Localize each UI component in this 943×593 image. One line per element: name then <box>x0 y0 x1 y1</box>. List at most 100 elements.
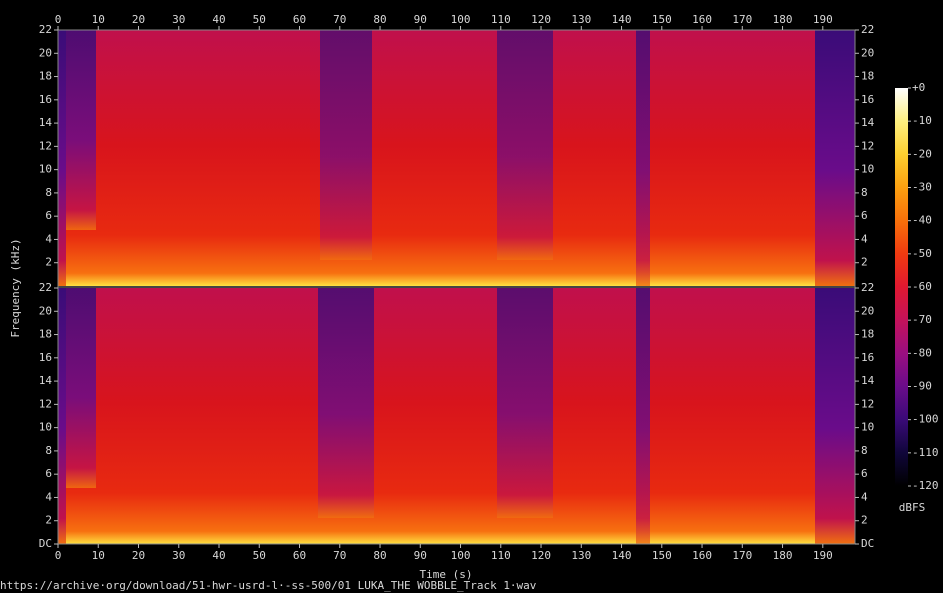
x-tick-label: 170 <box>732 549 752 562</box>
colorbar-label: dBFS <box>899 501 926 514</box>
y-tick-label: 8 <box>45 186 52 199</box>
x-tick-label: 60 <box>293 13 306 26</box>
y-tick-label: 22 <box>861 281 874 294</box>
y-tick-label: 22 <box>39 281 52 294</box>
x-tick-label: 140 <box>612 549 632 562</box>
x-tick-label: 130 <box>571 549 591 562</box>
y-tick-label: 2 <box>45 256 52 269</box>
y-tick-label: 4 <box>861 490 868 503</box>
x-tick-label: 20 <box>132 549 145 562</box>
colorbar-tick-label: +0 <box>912 81 925 94</box>
x-tick-label: 90 <box>414 13 427 26</box>
x-tick-label: 50 <box>253 13 266 26</box>
x-tick-label: 30 <box>172 549 185 562</box>
x-tick-label: 110 <box>491 13 511 26</box>
x-tick-label: 60 <box>293 549 306 562</box>
y-tick-label: 20 <box>39 46 52 59</box>
y-tick-label: 6 <box>45 209 52 222</box>
y-tick-label: 22 <box>861 23 874 36</box>
y-tick-label: 10 <box>39 163 52 176</box>
y-tick-label: 4 <box>861 232 868 245</box>
x-tick-label: 150 <box>652 13 672 26</box>
spectrogram-image <box>57 29 856 545</box>
y-tick-label: 18 <box>861 70 874 83</box>
y-tick-label: 6 <box>45 467 52 480</box>
y-tick-label: 8 <box>861 186 868 199</box>
y-tick-label: 14 <box>39 116 53 129</box>
y-tick-label: 18 <box>39 70 52 83</box>
x-tick-label: 10 <box>92 13 105 26</box>
caption: https://archive·org/download/51-hwr-usrd… <box>0 579 537 592</box>
colorbar-tick-label: -120 <box>912 479 939 492</box>
y-tick-label: 16 <box>861 93 874 106</box>
colorbar-tick-label: -40 <box>912 214 932 227</box>
y-tick-label: 2 <box>861 514 868 527</box>
x-tick-label: 0 <box>55 13 62 26</box>
x-tick-label: 170 <box>732 13 752 26</box>
y-tick-label: 2 <box>45 514 52 527</box>
y-tick-label: 16 <box>861 351 874 364</box>
y-tick-label: 8 <box>861 444 868 457</box>
x-tick-label: 70 <box>333 549 346 562</box>
y-tick-label: 12 <box>39 397 52 410</box>
x-tick-label: 80 <box>373 13 386 26</box>
x-tick-label: 70 <box>333 13 346 26</box>
colorbar-tick-label: -90 <box>912 380 932 393</box>
x-tick-label: 100 <box>451 549 471 562</box>
y-tick-label: 10 <box>861 421 874 434</box>
x-tick-label: 190 <box>813 549 833 562</box>
colorbar-tick-label: -60 <box>912 280 932 293</box>
x-tick-label: 180 <box>773 549 793 562</box>
x-tick-label: 140 <box>612 13 632 26</box>
y-tick-label: 4 <box>45 232 52 245</box>
x-tick-label: 0 <box>55 549 62 562</box>
x-tick-label: 160 <box>692 13 712 26</box>
x-tick-label: 110 <box>491 549 511 562</box>
colorbar-tick-label: -20 <box>912 147 932 160</box>
x-tick-label: 50 <box>253 549 266 562</box>
y-tick-label: 20 <box>861 46 874 59</box>
x-tick-label: 160 <box>692 549 712 562</box>
y-tick-label: DC <box>861 537 874 550</box>
x-tick-label: 120 <box>531 549 551 562</box>
x-tick-label: 90 <box>414 549 427 562</box>
y-tick-label: 18 <box>861 328 874 341</box>
x-tick-label: 180 <box>773 13 793 26</box>
x-tick-label: 130 <box>571 13 591 26</box>
y-tick-label: 20 <box>39 304 52 317</box>
x-tick-label: 40 <box>212 549 225 562</box>
x-tick-label: 190 <box>813 13 833 26</box>
y-tick-label: 14 <box>39 374 53 387</box>
y-tick-label: 6 <box>861 209 868 222</box>
y-tick-label: 22 <box>39 23 52 36</box>
y-tick-label: 14 <box>861 374 875 387</box>
y-tick-label: 2 <box>861 256 868 269</box>
channel-2-image <box>58 288 855 544</box>
colorbar-tick-label: -70 <box>912 313 932 326</box>
y-tick-label: 16 <box>39 93 52 106</box>
colorbar-tick-label: -110 <box>912 446 939 459</box>
y-tick-label: 10 <box>39 421 52 434</box>
x-axis-label: Time (s) <box>420 568 473 581</box>
y-tick-label: 14 <box>861 116 875 129</box>
colorbar-tick-label: -30 <box>912 181 932 194</box>
x-tick-label: 20 <box>132 13 145 26</box>
x-tick-label: 100 <box>451 13 471 26</box>
y-tick-label: 20 <box>861 304 874 317</box>
y-tick-label: 18 <box>39 328 52 341</box>
x-tick-label: 10 <box>92 549 105 562</box>
y-tick-label: 4 <box>45 490 52 503</box>
y-tick-label: 8 <box>45 444 52 457</box>
y-tick-label: 12 <box>39 139 52 152</box>
colorbar <box>895 88 908 486</box>
x-tick-label: 150 <box>652 549 672 562</box>
x-tick-label: 120 <box>531 13 551 26</box>
y-tick-label: 6 <box>861 467 868 480</box>
colorbar-tick-label: -50 <box>912 247 932 260</box>
colorbar-tick-label: -80 <box>912 346 932 359</box>
y-axis-label: Frequency (kHz) <box>9 238 22 337</box>
y-tick-label: DC <box>39 537 52 550</box>
x-tick-label: 30 <box>172 13 185 26</box>
